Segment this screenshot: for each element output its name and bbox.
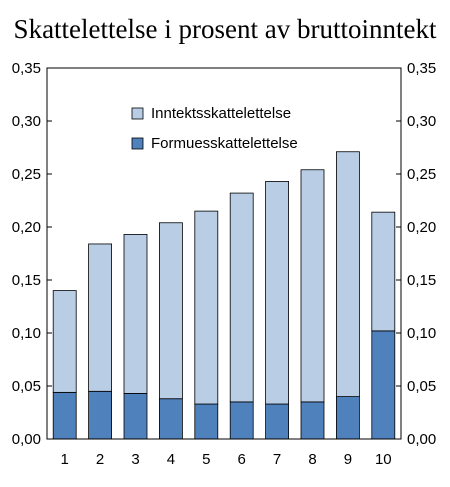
y-tick-label-right: 0,20 — [407, 219, 436, 236]
y-tick-label-left: 0,30 — [12, 113, 41, 130]
y-tick-label-left: 0,25 — [12, 166, 41, 183]
x-tick-label: 4 — [167, 451, 175, 468]
y-tick-label-right: 0,35 — [407, 60, 436, 77]
bar-inntekt-7 — [265, 181, 290, 405]
bar-formue-7 — [265, 403, 290, 440]
bar-formue-4 — [158, 398, 183, 440]
legend-swatch — [131, 107, 144, 120]
y-tick-label-right: 0,30 — [407, 113, 436, 130]
bar-formue-2 — [88, 390, 112, 440]
legend-label: Formuesskattelettelse — [151, 135, 298, 152]
x-tick-label: 7 — [273, 451, 281, 468]
y-tick-label-left: 0,00 — [12, 431, 41, 448]
bar-inntekt-3 — [123, 234, 148, 394]
chart-title: Skattelettelse i prosent av bruttoinntek… — [13, 14, 437, 44]
x-tick-label: 1 — [61, 451, 69, 468]
x-tick-label: 8 — [308, 451, 316, 468]
bar-inntekt-1 — [52, 290, 77, 393]
bar-formue-9 — [335, 396, 360, 440]
bar-inntekt-2 — [88, 243, 112, 392]
plot-frame — [46, 67, 402, 440]
x-tick-label: 6 — [238, 451, 246, 468]
bar-formue-8 — [300, 401, 325, 440]
x-tick-label: 2 — [96, 451, 104, 468]
bar-formue-1 — [52, 391, 77, 440]
bar-inntekt-9 — [335, 151, 360, 398]
bar-formue-10 — [371, 330, 396, 440]
bar-inntekt-4 — [158, 222, 183, 400]
y-tick-label-right: 0,05 — [407, 378, 436, 395]
bar-formue-6 — [229, 401, 254, 440]
bar-inntekt-6 — [229, 192, 254, 403]
y-tick-label-right: 0,15 — [407, 272, 436, 289]
y-tick-label-left: 0,15 — [12, 272, 41, 289]
y-tick-label-left: 0,10 — [12, 325, 41, 342]
legend-label: Inntektsskattelettelse — [151, 105, 291, 122]
x-tick-label: 5 — [202, 451, 210, 468]
y-tick-label-left: 0,20 — [12, 219, 41, 236]
y-tick-label-right: 0,00 — [407, 431, 436, 448]
bar-inntekt-10 — [371, 211, 396, 332]
y-tick-label-right: 0,25 — [407, 166, 436, 183]
y-tick-label-left: 0,05 — [12, 378, 41, 395]
bar-inntekt-5 — [194, 210, 219, 405]
x-tick-label: 10 — [375, 451, 392, 468]
y-tick-label-left: 0,35 — [12, 60, 41, 77]
x-tick-label: 9 — [344, 451, 352, 468]
bar-inntekt-8 — [300, 169, 325, 403]
bar-formue-3 — [123, 393, 148, 440]
x-tick-label: 3 — [131, 451, 139, 468]
y-tick-label-right: 0,10 — [407, 325, 436, 342]
bar-formue-5 — [194, 403, 219, 440]
legend-swatch — [131, 137, 144, 150]
